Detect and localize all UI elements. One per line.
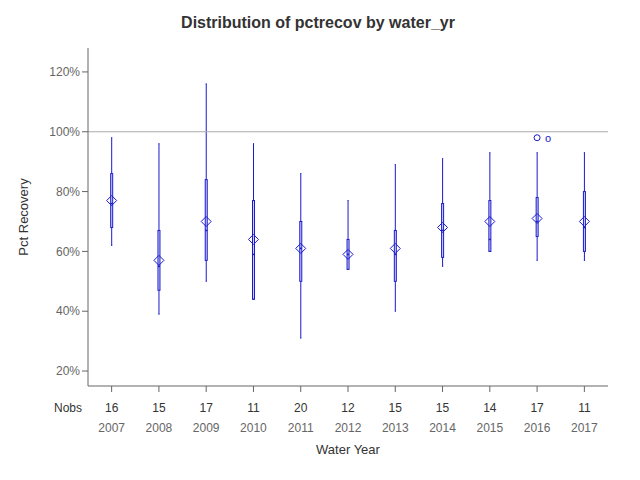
svg-text:14: 14 xyxy=(483,401,497,415)
svg-text:16: 16 xyxy=(105,401,119,415)
svg-text:2008: 2008 xyxy=(146,421,173,435)
svg-text:40%: 40% xyxy=(56,304,80,318)
svg-text:80%: 80% xyxy=(56,185,80,199)
html-text:Distribution of pctrecov by wa: Distribution of pctrecov by water_yr xyxy=(181,14,455,31)
svg-text:120%: 120% xyxy=(49,65,80,79)
svg-text:2017: 2017 xyxy=(571,421,598,435)
svg-text:Nobs: Nobs xyxy=(54,401,82,415)
svg-text:Pct Recovery: Pct Recovery xyxy=(16,178,31,256)
svg-text:15: 15 xyxy=(152,401,166,415)
svg-text:15: 15 xyxy=(389,401,403,415)
svg-text:Water Year: Water Year xyxy=(316,442,381,457)
svg-text:2007: 2007 xyxy=(98,421,125,435)
svg-text:20: 20 xyxy=(294,401,308,415)
svg-text:2011: 2011 xyxy=(288,421,314,435)
svg-text:100%: 100% xyxy=(49,125,80,139)
svg-text:11: 11 xyxy=(247,401,260,415)
svg-text:2010: 2010 xyxy=(240,421,267,435)
svg-text:15: 15 xyxy=(436,401,450,415)
svg-text:2014: 2014 xyxy=(429,421,456,435)
svg-text:12: 12 xyxy=(341,401,355,415)
svg-text:2009: 2009 xyxy=(193,421,220,435)
svg-text:o: o xyxy=(545,132,551,144)
svg-text:60%: 60% xyxy=(56,245,80,259)
svg-text:2016: 2016 xyxy=(524,421,551,435)
svg-text:17: 17 xyxy=(200,401,214,415)
svg-text:11: 11 xyxy=(578,401,591,415)
svg-text:2015: 2015 xyxy=(476,421,503,435)
svg-text:2012: 2012 xyxy=(335,421,362,435)
svg-text:20%: 20% xyxy=(56,364,80,378)
svg-text:17: 17 xyxy=(530,401,544,415)
svg-text:2013: 2013 xyxy=(382,421,409,435)
